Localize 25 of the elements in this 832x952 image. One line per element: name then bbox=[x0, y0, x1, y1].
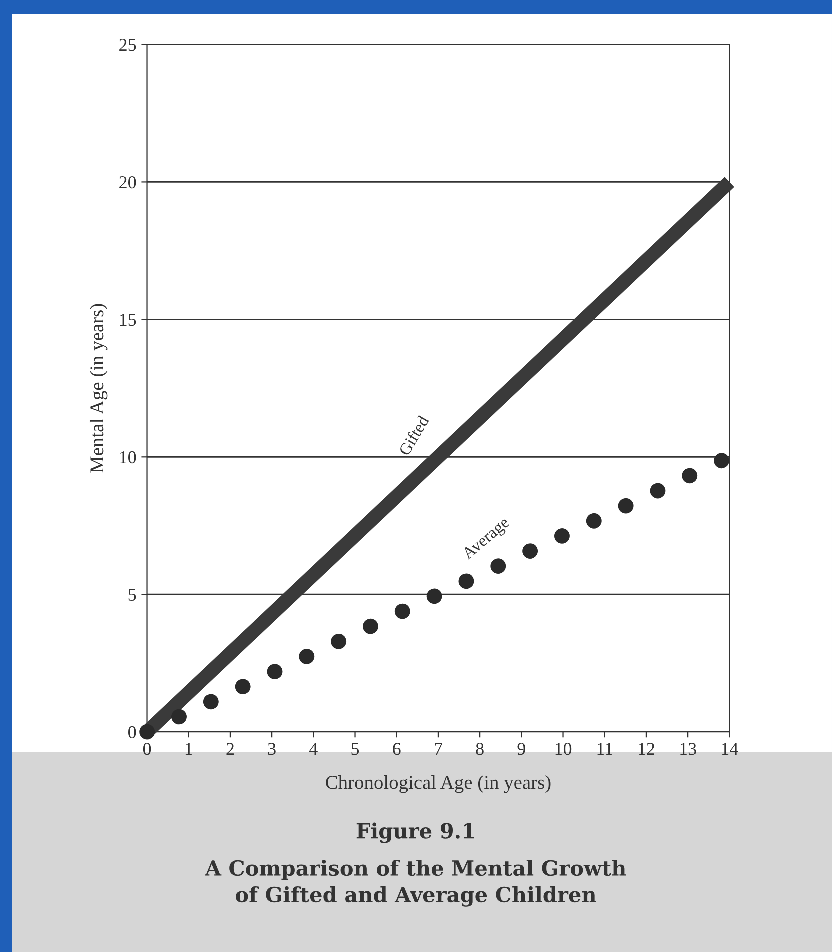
x-tick-label: 13 bbox=[680, 743, 696, 756]
x-tick-label: 10 bbox=[556, 743, 572, 756]
x-tick-label: 7 bbox=[435, 743, 442, 756]
x-tick-label: 14 bbox=[722, 743, 738, 756]
x-tick-label: 12 bbox=[639, 743, 654, 756]
y-axis-title: Mental Age (in years) bbox=[90, 304, 108, 473]
y-tick-label: 10 bbox=[120, 451, 136, 464]
x-axis-title: Chronological Age (in years) bbox=[326, 776, 551, 794]
x-tick-label: 5 bbox=[352, 743, 360, 756]
x-tick-label: 2 bbox=[226, 743, 234, 756]
y-tick-label: 15 bbox=[120, 314, 136, 326]
x-tick-label: 9 bbox=[518, 743, 526, 756]
y-tick-label: 20 bbox=[120, 176, 136, 189]
y-tick-label: 25 bbox=[120, 39, 136, 52]
y-tick-label: 0 bbox=[128, 726, 136, 739]
x-tick-label: 4 bbox=[310, 743, 318, 756]
x-tick-label: 0 bbox=[143, 743, 152, 756]
x-tick-label: 11 bbox=[598, 743, 612, 756]
x-tick-label: 3 bbox=[268, 743, 276, 756]
x-tick-label: 6 bbox=[393, 743, 401, 756]
text: Figure 9.1 bbox=[356, 822, 474, 844]
y-tick-label: 5 bbox=[128, 589, 136, 602]
text: A Comparison of the Mental Growth of Gifted and Average Children bbox=[205, 860, 626, 907]
x-tick-label: 8 bbox=[476, 743, 484, 756]
x-tick-label: 1 bbox=[186, 743, 192, 756]
